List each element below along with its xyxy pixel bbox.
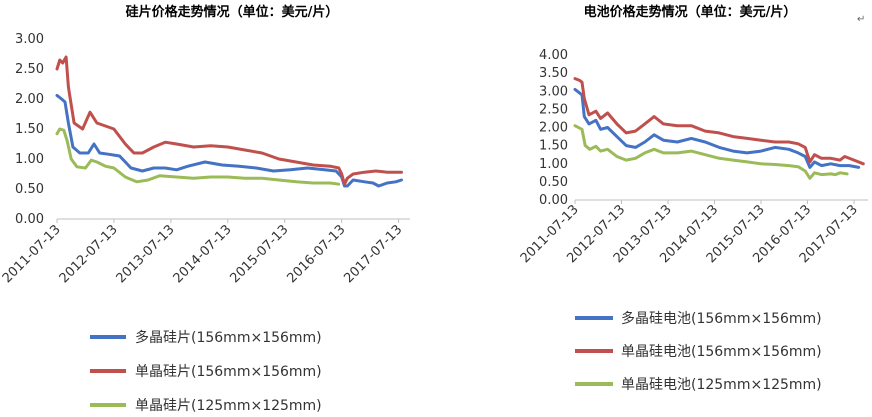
y-tick-label: 0.00 bbox=[539, 193, 568, 208]
y-axis-ticks: 0.00 0.50 1.00 1.50 2.00 2.50 3.00 bbox=[15, 32, 44, 227]
series-line-1 bbox=[573, 77, 865, 166]
legend-label-1: 单晶硅片(156mm×156mm) bbox=[135, 364, 322, 380]
y-tick-label: 0.00 bbox=[15, 212, 44, 227]
y-tick-label: 3.50 bbox=[539, 66, 568, 81]
legend-label-1: 单晶硅电池(156mm×156mm) bbox=[621, 344, 822, 360]
series-line-2 bbox=[573, 124, 849, 180]
legend-label-2: 单晶硅电池(125mm×125mm) bbox=[621, 377, 822, 393]
x-tick-label: 2017-07-13 bbox=[341, 222, 405, 286]
x-tick-label: 2013-07-13 bbox=[114, 222, 178, 286]
y-tick-label: 2.50 bbox=[15, 62, 44, 77]
series-line-0 bbox=[573, 87, 861, 169]
silicon-wafer-chart: 硅片价格走势情况（单位：美元/片） 0.00 0.50 1.00 1.50 2.00 2.… bbox=[0, 4, 410, 414]
y-tick-label: 4.00 bbox=[539, 48, 568, 63]
x-tick-label: 2016-07-13 bbox=[284, 222, 348, 286]
series-line-0 bbox=[55, 93, 403, 188]
series-lines bbox=[55, 55, 403, 188]
return-mark: ↵ bbox=[857, 14, 865, 25]
solar-cell-chart: 电池价格走势情况（单位：美元/片） 0.00 0.50 1.00 1.50 2.00 2.… bbox=[518, 4, 868, 393]
y-tick-label: 0.50 bbox=[15, 182, 44, 197]
y-tick-label: 1.50 bbox=[539, 139, 568, 154]
y-tick-label: 2.00 bbox=[539, 121, 568, 136]
y-tick-label: 1.50 bbox=[15, 122, 44, 137]
legend-label-2: 单晶硅片(125mm×125mm) bbox=[135, 398, 322, 414]
x-axis-ticks: 2011-07-132012-07-132013-07-132014-07-13… bbox=[0, 219, 405, 286]
y-axis-ticks: 0.00 0.50 1.00 1.50 2.00 2.50 3.00 3.50 4.00 bbox=[539, 48, 568, 208]
x-tick-label: 2011-07-13 bbox=[0, 222, 64, 286]
x-tick-label: 2015-07-13 bbox=[228, 222, 292, 286]
y-tick-label: 1.00 bbox=[539, 157, 568, 172]
y-tick-label: 0.50 bbox=[539, 175, 568, 190]
y-tick-label: 3.00 bbox=[15, 32, 44, 47]
legend: 多晶硅电池(156mm×156mm) 单晶硅电池(156mm×156mm) 单晶硅电… bbox=[575, 310, 822, 393]
y-tick-label: 3.00 bbox=[539, 84, 568, 99]
x-tick-label: 2014-07-13 bbox=[171, 222, 235, 286]
y-tick-label: 2.50 bbox=[539, 102, 568, 117]
legend-label-0: 多晶硅电池(156mm×156mm) bbox=[621, 310, 822, 327]
solar-cell-chart-title: 电池价格走势情况（单位：美元/片） bbox=[584, 4, 797, 20]
series-line-2 bbox=[55, 127, 341, 186]
legend: 多晶硅片(156mm×156mm) 单晶硅片(156mm×156mm) 单晶硅片(1… bbox=[90, 329, 322, 414]
series-lines bbox=[573, 77, 865, 180]
series-line-1 bbox=[55, 55, 403, 186]
silicon-wafer-chart-title: 硅片价格走势情况（单位：美元/片） bbox=[126, 4, 339, 20]
y-tick-label: 2.00 bbox=[15, 92, 44, 107]
x-tick-label: 2012-07-13 bbox=[57, 222, 121, 286]
legend-label-0: 多晶硅片(156mm×156mm) bbox=[135, 329, 322, 346]
y-tick-label: 1.00 bbox=[15, 152, 44, 167]
x-axis-ticks: 2011-07-132012-07-132013-07-132014-07-13… bbox=[518, 200, 861, 266]
